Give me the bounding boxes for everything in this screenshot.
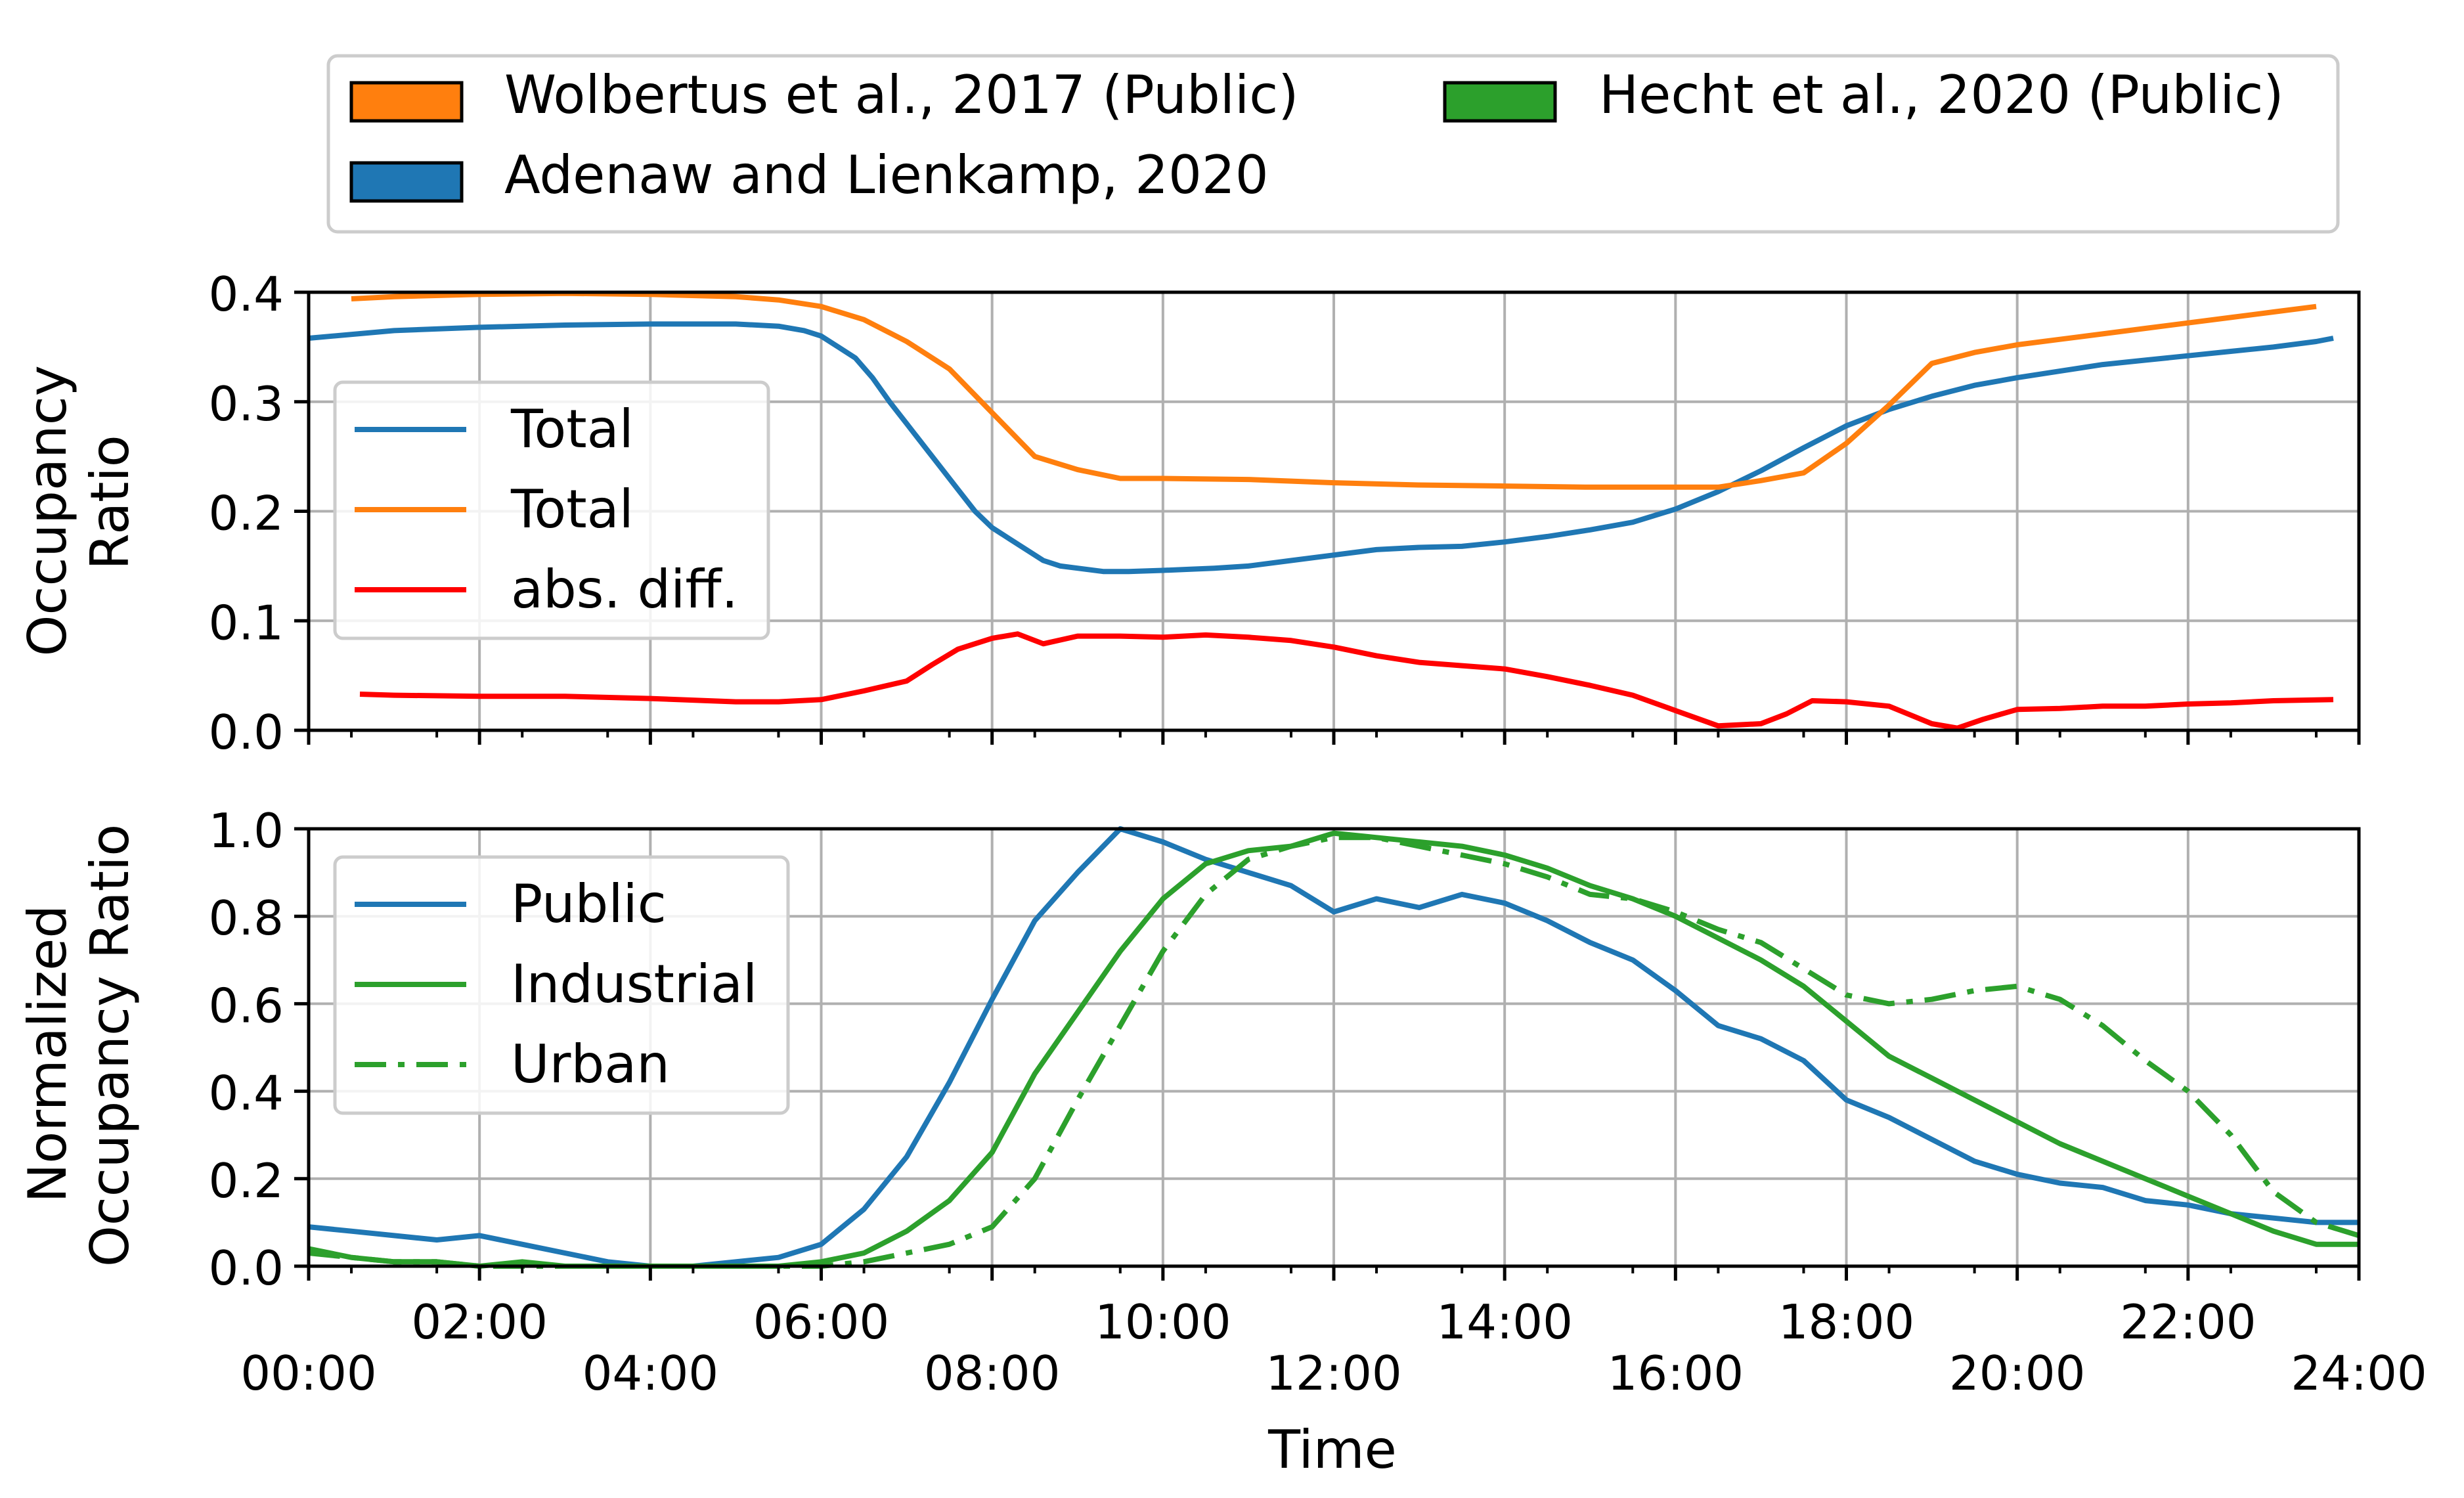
bottom-ytick-label-3: 0.6 <box>208 978 284 1033</box>
x-axis-label: Time <box>1267 1419 1397 1480</box>
bottom-ylabel-line2: Occupancy Ratio <box>79 824 141 1267</box>
normalized-occupancy-panel: 0.0 0.2 0.4 0.6 0.8 1.0 00:00 02:00 04:00 06:00 08… <box>17 803 2427 1480</box>
bottom-legend: Public Industrial Urban <box>333 855 790 1115</box>
top-series-0-line <box>308 321 2334 575</box>
bottom-ticks: 0.0 0.2 0.4 0.6 0.8 1.0 00:00 02:00 04:00 06:00 08… <box>208 803 2427 1401</box>
top-series-1-line <box>351 290 2317 490</box>
legend-swatch-wolbertus <box>349 81 464 123</box>
bottom-ytick-label-4: 0.8 <box>208 891 284 946</box>
top-ylabel: Occupancy Ratio <box>17 349 141 657</box>
top-series-2-line <box>359 631 2334 731</box>
bottom-xtick-label-10: 20:00 <box>1949 1346 2086 1401</box>
top-ticks: 0.0 0.1 0.2 0.3 0.4 <box>208 267 2361 760</box>
bottom-xtick-label-9: 18:00 <box>1778 1294 1915 1350</box>
bottom-xtick-label-8: 16:00 <box>1608 1346 1744 1401</box>
figure-legend: Wolbertus et al., 2017 (Public) Adenaw a… <box>326 54 2340 234</box>
bottom-ytick-label-2: 0.4 <box>208 1066 284 1121</box>
bottom-xtick-label-0: 00:00 <box>240 1346 377 1401</box>
top-legend-label-2: abs. diff. <box>511 559 738 620</box>
bottom-ytick-label-1: 0.2 <box>208 1153 284 1208</box>
bottom-ylabel: Normalized Occupancy Ratio <box>17 824 141 1267</box>
top-ytick-label-3: 0.3 <box>208 376 284 431</box>
figure-legend-frame <box>326 54 2340 234</box>
top-ylabel-line2: Ratio <box>79 435 141 569</box>
top-legend-label-0: Total <box>510 399 634 460</box>
bottom-xtick-label-11: 22:00 <box>2120 1294 2256 1350</box>
top-series-layer <box>308 290 2334 731</box>
legend-label-hecht: Hecht et al., 2020 (Public) <box>1599 64 2284 125</box>
top-legend-frame <box>333 380 770 640</box>
bottom-ylabel-line1: Normalized <box>17 905 78 1203</box>
top-ytick-label-4: 0.4 <box>208 267 284 322</box>
top-ylabel-line1: Occupancy <box>17 365 78 656</box>
bottom-xtick-label-5: 10:00 <box>1095 1294 1231 1350</box>
bottom-legend-frame <box>333 855 790 1115</box>
bottom-xtick-label-6: 12:00 <box>1265 1346 1402 1401</box>
top-ytick-label-1: 0.1 <box>208 595 284 650</box>
occupancy-ratio-panel: 0.00.10.20.30.4 Occupancy Ratio TotalTot… <box>17 267 2361 760</box>
legend-swatch-adenaw <box>349 161 464 203</box>
top-ytick-label-0: 0.0 <box>208 705 284 760</box>
legend-label-wolbertus: Wolbertus et al., 2017 (Public) <box>504 64 1298 125</box>
bottom-legend-label-1: Industrial <box>511 954 757 1015</box>
bottom-ytick-label-0: 0.0 <box>208 1241 284 1296</box>
top-legend: Total Total abs. diff. <box>333 380 770 640</box>
top-ytick-label-2: 0.2 <box>208 486 284 541</box>
legend-label-adenaw: Adenaw and Lienkamp, 2020 <box>504 144 1269 206</box>
bottom-xtick-label-4: 08:00 <box>924 1346 1061 1401</box>
bottom-xtick-label-3: 06:00 <box>753 1294 890 1350</box>
top-legend-label-1: Total <box>510 479 634 540</box>
bottom-xtick-label-2: 04:00 <box>583 1346 719 1401</box>
bottom-ytick-label-5: 1.0 <box>208 803 284 858</box>
bottom-xtick-label-7: 14:00 <box>1436 1294 1573 1350</box>
bottom-xtick-label-12: 24:00 <box>2291 1346 2427 1401</box>
bottom-legend-label-0: Public <box>511 873 667 935</box>
legend-swatch-hecht <box>1443 81 1557 123</box>
bottom-xtick-label-1: 02:00 <box>411 1294 548 1350</box>
bottom-legend-label-2: Urban <box>511 1034 670 1095</box>
